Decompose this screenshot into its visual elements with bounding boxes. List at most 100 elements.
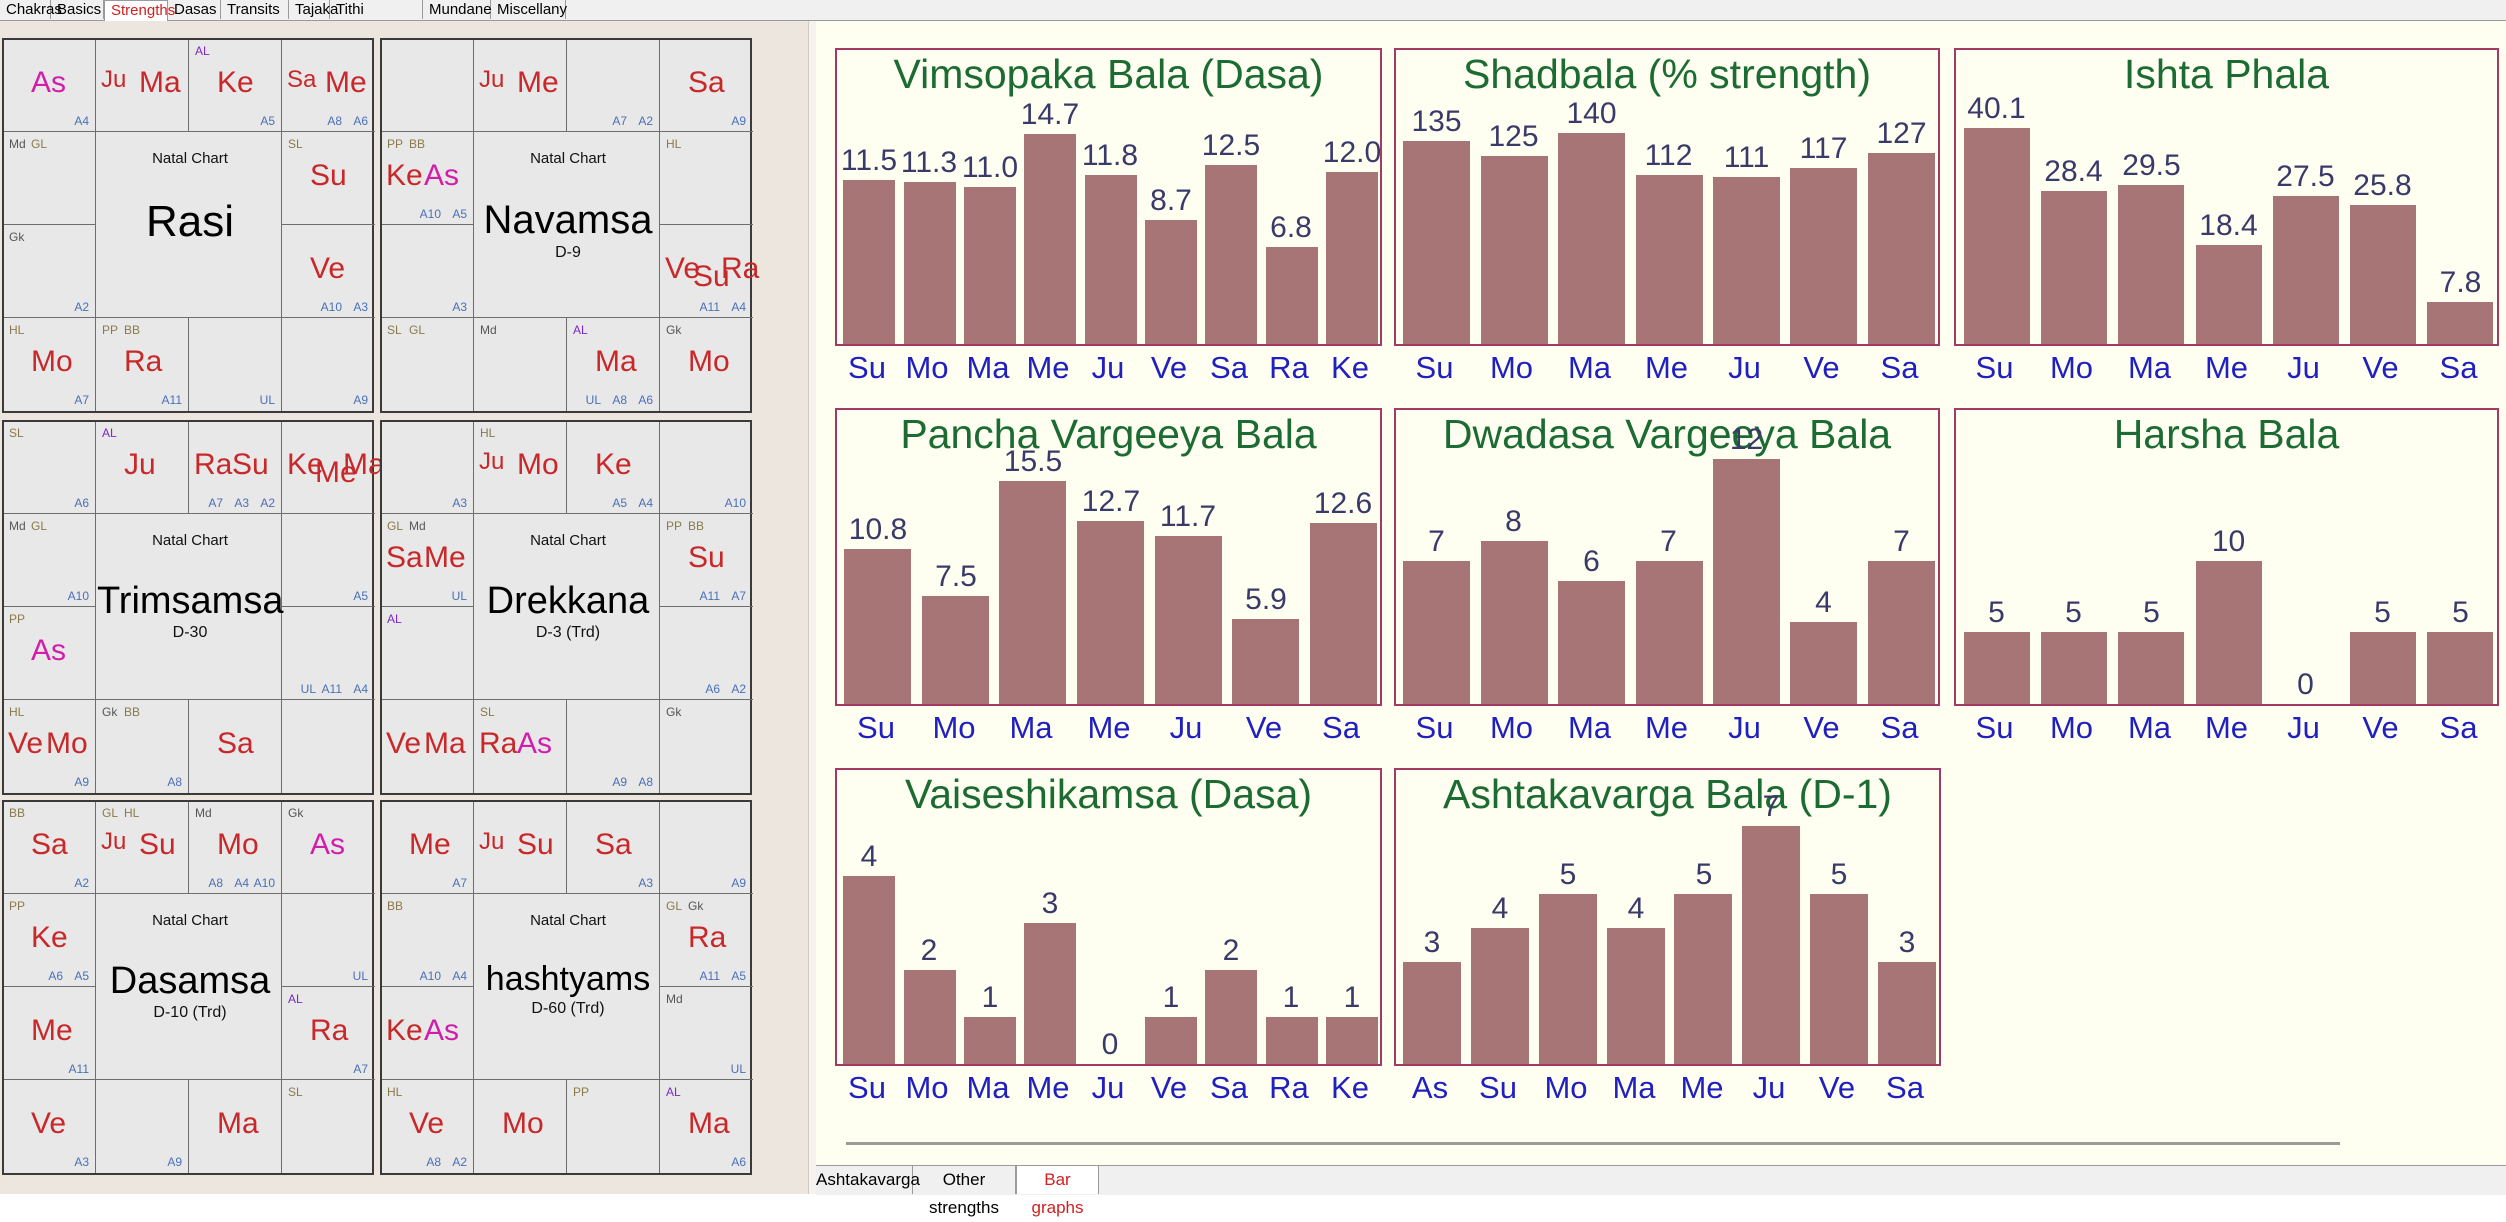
tab-dasas[interactable]: Dasas (168, 0, 221, 19)
grid-line (566, 422, 567, 513)
tab-miscellany[interactable]: Miscellany (491, 0, 567, 19)
planet-as: As (424, 1014, 460, 1047)
point-a8: A8 (327, 114, 342, 128)
point-md: Md (480, 323, 497, 337)
point-a7: A7 (731, 589, 746, 603)
chart-navamsa[interactable]: Natal Chart Navamsa D-9 Ju Me A2 A7 A9 Sa PP BB A5 A… (380, 38, 759, 413)
planet-ke: Ke (595, 448, 632, 481)
bar-value-label: 7.5 (935, 560, 977, 593)
bar-category-label: Ma (966, 350, 1010, 385)
grid-line (473, 802, 474, 1173)
bar (1232, 619, 1299, 704)
tab-mundane[interactable]: Mundane (423, 0, 492, 19)
grid-line (281, 224, 375, 225)
planet-ma: Ma (688, 1107, 730, 1140)
tab-transits[interactable]: Transits (221, 0, 289, 19)
tab-chakras[interactable]: Chakras (0, 0, 62, 19)
chart-shashtyamsa[interactable]: Natal Chart hashtyams D-60 (Trd) A7 Me Ju Su A3… (380, 800, 753, 1175)
point-a3: A3 (74, 1155, 89, 1169)
chart-trimsamsa[interactable]: Natal Chart Trimsamsa D-30 SL A6 AL Ju A2 A3 A7 Ra… (2, 420, 385, 795)
planet-ra: Ra (688, 921, 727, 954)
tab-tajaka[interactable]: Tajaka (289, 0, 338, 19)
bar (1266, 247, 1318, 344)
tab-bar-graphs[interactable]: Bar graphs (1016, 1166, 1099, 1217)
point-hl: HL (480, 426, 496, 440)
grid-line (566, 1079, 567, 1173)
chart-division: D-30 (172, 624, 208, 641)
planet-su: Su (232, 448, 269, 481)
bar-category-label: Ke (1331, 1070, 1369, 1105)
point-gk: Gk (666, 705, 682, 719)
bar-value-label: 29.5 (2122, 149, 2181, 182)
chart-rasi[interactable]: Natal Chart Rasi A4 As Ju Ma AL A5 Ke A6 A8 Sa Me Md G… (2, 38, 375, 413)
point-a2: A2 (74, 300, 89, 314)
bar-category-label: Sa (1880, 710, 1919, 745)
bar-value-label: 1 (1282, 981, 1300, 1014)
point-hl: HL (387, 1085, 403, 1099)
planet-sa: Sa (688, 66, 725, 99)
grid-line (4, 606, 95, 607)
horizontal-scrollbar[interactable] (846, 1142, 2340, 1145)
point-sl: SL (480, 705, 495, 719)
point-a7: A7 (74, 393, 89, 407)
bar-value-label: 11.3 (900, 146, 958, 179)
bar (1077, 521, 1144, 704)
chart-division: D-60 (Trd) (531, 1000, 605, 1017)
point-al: AL (195, 44, 210, 58)
grid-line (382, 513, 753, 514)
chart-drekkana[interactable]: Natal Chart Drekkana D-3 (Trd) A3 HL Ju Mo A4 A5… (380, 420, 753, 795)
point-a6: A6 (638, 393, 653, 407)
grid-line (188, 699, 189, 793)
bar (1539, 894, 1597, 1064)
bar-category-label: Sa (2439, 710, 2478, 745)
bar-category-label: Su (1415, 710, 1454, 745)
point-gk: Gk (688, 899, 704, 913)
bar (1024, 923, 1076, 1064)
planet-ma: Ma (343, 448, 385, 481)
bar (1205, 970, 1257, 1064)
bar-value-label: 4 (860, 840, 878, 873)
pane-splitter[interactable] (808, 21, 816, 1194)
bar-graph-title: Shadbala (% strength) (1463, 51, 1871, 97)
bar-value-label: 8.7 (1150, 184, 1192, 217)
point-a11: A11 (699, 300, 720, 314)
tab-ashtakavarga[interactable]: Ashtakavarga (816, 1166, 920, 1194)
point-md: Md (666, 992, 683, 1006)
bar-value-label: 5.9 (1245, 583, 1287, 616)
point-a8: A8 (612, 393, 627, 407)
bar-value-label: 12 (1729, 423, 1764, 456)
point-a6: A6 (705, 682, 720, 696)
point-a6: A6 (731, 1155, 746, 1169)
bar-graph-title: Harsha Bala (2113, 411, 2340, 457)
planet-ma: Ma (424, 727, 466, 760)
planet-as: As (31, 634, 67, 667)
grid-line (95, 422, 96, 793)
point-a4: A4 (452, 969, 467, 983)
planet-me: Me (325, 66, 367, 99)
point-al: AL (387, 612, 402, 626)
point-a4: A4 (731, 300, 746, 314)
bar-value-label: 14.7 (1020, 98, 1080, 131)
tab-basics[interactable]: Basics (51, 0, 104, 19)
grid-line (659, 606, 753, 607)
bar-category-label: Ve (1818, 1070, 1856, 1105)
chart-dasamsa[interactable]: Natal Chart Dasamsa D-10 (Trd) BB A2 Sa GL HL Ju… (2, 800, 375, 1175)
bar (2118, 185, 2184, 344)
bar-value-label: 1 (1343, 981, 1361, 1014)
point-bb: BB (688, 519, 705, 533)
bar-category-label: Ma (1612, 1070, 1656, 1105)
tab-other-strengths[interactable]: Other strengths (913, 1166, 1016, 1217)
chart-name: Rasi (145, 197, 235, 246)
planet-ra: Ra (194, 448, 233, 481)
bar-category-label: Ve (1150, 1070, 1188, 1105)
bar-value-label: 25.8 (2353, 169, 2412, 202)
tab-strengths[interactable]: Strengths (104, 0, 175, 21)
point-a9: A9 (167, 1155, 182, 1169)
bar-category-label: Ve (1245, 710, 1283, 745)
tab-tithi-pravesha[interactable]: Tithi Pravesha (330, 0, 423, 37)
bar-category-label: Sa (1322, 710, 1360, 745)
bar-category-label: Sa (1210, 1070, 1248, 1105)
bar (1713, 177, 1780, 344)
point-a4: A4 (638, 496, 653, 510)
bar-category-label: Me (1644, 350, 1689, 385)
